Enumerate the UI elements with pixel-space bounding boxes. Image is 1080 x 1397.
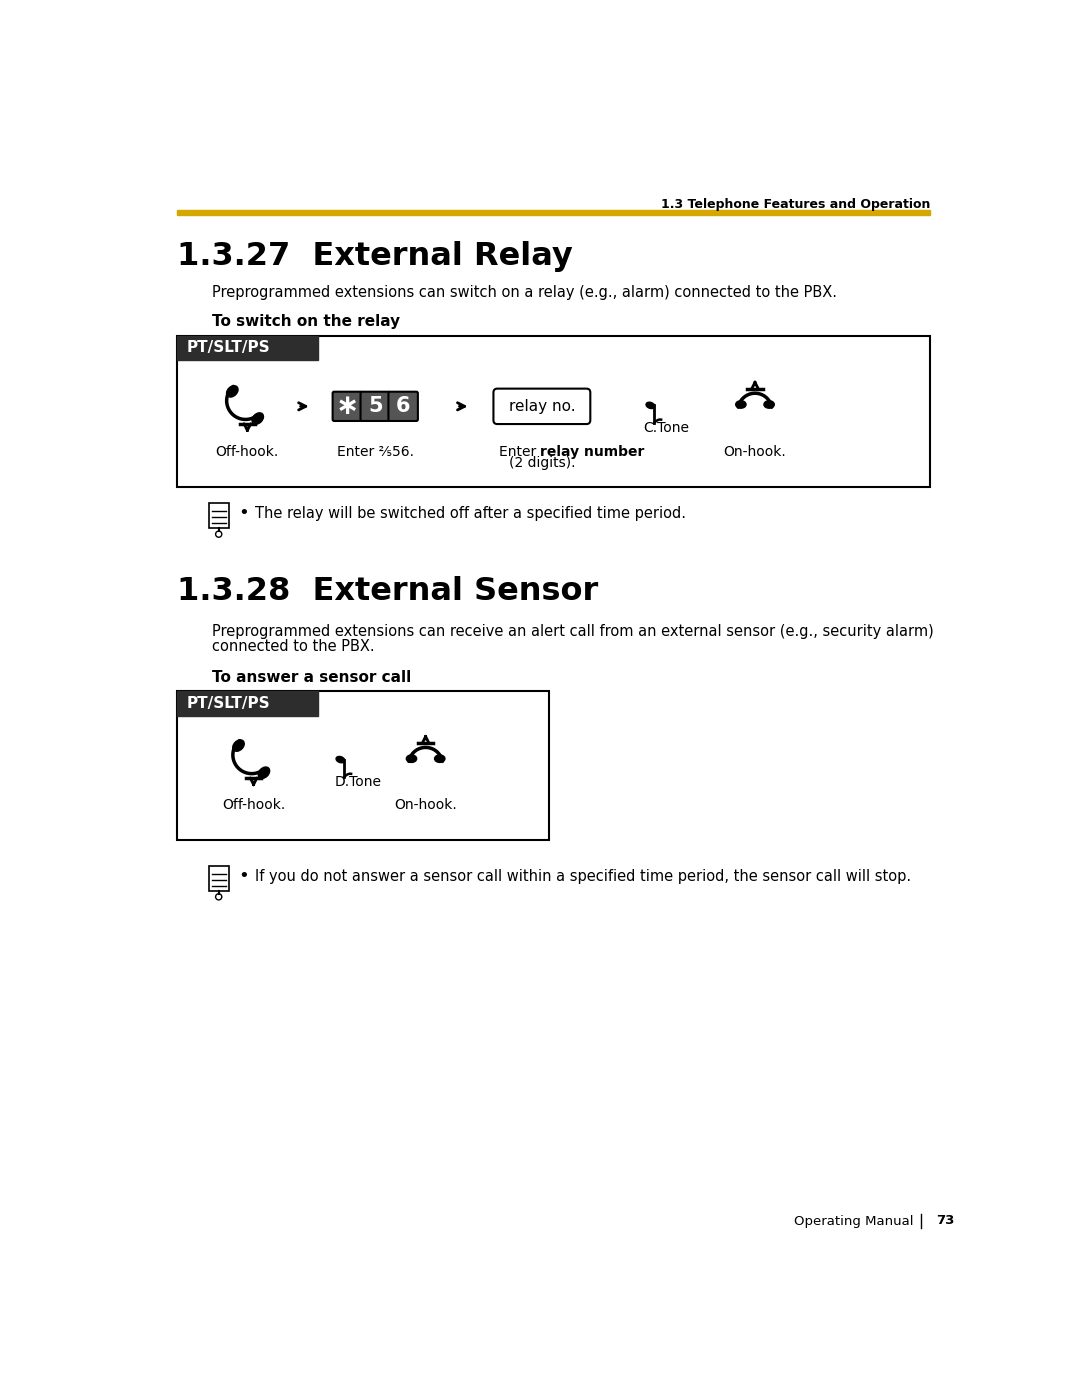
Text: (2 digits).: (2 digits). xyxy=(509,455,576,469)
Text: 5: 5 xyxy=(368,397,382,416)
Bar xyxy=(177,335,318,360)
Bar xyxy=(177,210,930,215)
Bar xyxy=(177,692,549,840)
Text: To answer a sensor call: To answer a sensor call xyxy=(213,671,411,685)
Text: Enter ⅖56.: Enter ⅖56. xyxy=(337,444,414,458)
Ellipse shape xyxy=(406,754,417,763)
Text: Off-hook.: Off-hook. xyxy=(222,798,285,812)
Text: 73: 73 xyxy=(936,1214,955,1228)
Text: Off-hook.: Off-hook. xyxy=(216,444,279,458)
Ellipse shape xyxy=(252,412,264,425)
Text: On-hook.: On-hook. xyxy=(394,798,457,812)
Ellipse shape xyxy=(233,740,244,752)
Text: 6: 6 xyxy=(396,397,410,416)
Text: 1.3 Telephone Features and Operation: 1.3 Telephone Features and Operation xyxy=(661,198,930,211)
Text: C.Tone: C.Tone xyxy=(643,420,689,434)
Ellipse shape xyxy=(735,401,746,408)
Ellipse shape xyxy=(258,767,270,778)
Text: relay no.: relay no. xyxy=(509,398,576,414)
Text: ∗: ∗ xyxy=(336,393,359,420)
Text: PT/SLT/PS: PT/SLT/PS xyxy=(187,696,271,711)
Text: relay number: relay number xyxy=(540,444,645,458)
Text: •: • xyxy=(238,868,248,886)
Text: PT/SLT/PS: PT/SLT/PS xyxy=(187,341,271,355)
Text: connected to the PBX.: connected to the PBX. xyxy=(213,638,375,654)
FancyBboxPatch shape xyxy=(333,391,362,420)
Text: Enter: Enter xyxy=(499,444,540,458)
Circle shape xyxy=(216,894,221,900)
Bar xyxy=(177,335,930,488)
Text: D.Tone: D.Tone xyxy=(335,775,381,789)
Ellipse shape xyxy=(227,386,238,397)
Text: To switch on the relay: To switch on the relay xyxy=(213,314,401,330)
Ellipse shape xyxy=(646,402,654,408)
Text: The relay will be switched off after a specified time period.: The relay will be switched off after a s… xyxy=(255,506,686,521)
Text: Preprogrammed extensions can receive an alert call from an external sensor (e.g.: Preprogrammed extensions can receive an … xyxy=(213,623,934,638)
Text: If you do not answer a sensor call within a specified time period, the sensor ca: If you do not answer a sensor call withi… xyxy=(255,869,912,883)
FancyBboxPatch shape xyxy=(494,388,591,425)
Text: •: • xyxy=(238,504,248,522)
Bar xyxy=(208,866,229,891)
Circle shape xyxy=(216,531,221,538)
Ellipse shape xyxy=(336,756,345,763)
Text: On-hook.: On-hook. xyxy=(724,444,786,458)
Text: 1.3.28  External Sensor: 1.3.28 External Sensor xyxy=(177,576,598,606)
Ellipse shape xyxy=(764,401,774,408)
Text: Preprogrammed extensions can switch on a relay (e.g., alarm) connected to the PB: Preprogrammed extensions can switch on a… xyxy=(213,285,837,300)
Bar xyxy=(177,692,318,715)
Bar xyxy=(208,503,229,528)
FancyBboxPatch shape xyxy=(361,391,390,420)
Text: Operating Manual: Operating Manual xyxy=(794,1214,914,1228)
Ellipse shape xyxy=(434,754,445,763)
FancyBboxPatch shape xyxy=(389,391,418,420)
Text: 1.3.27  External Relay: 1.3.27 External Relay xyxy=(177,240,572,271)
